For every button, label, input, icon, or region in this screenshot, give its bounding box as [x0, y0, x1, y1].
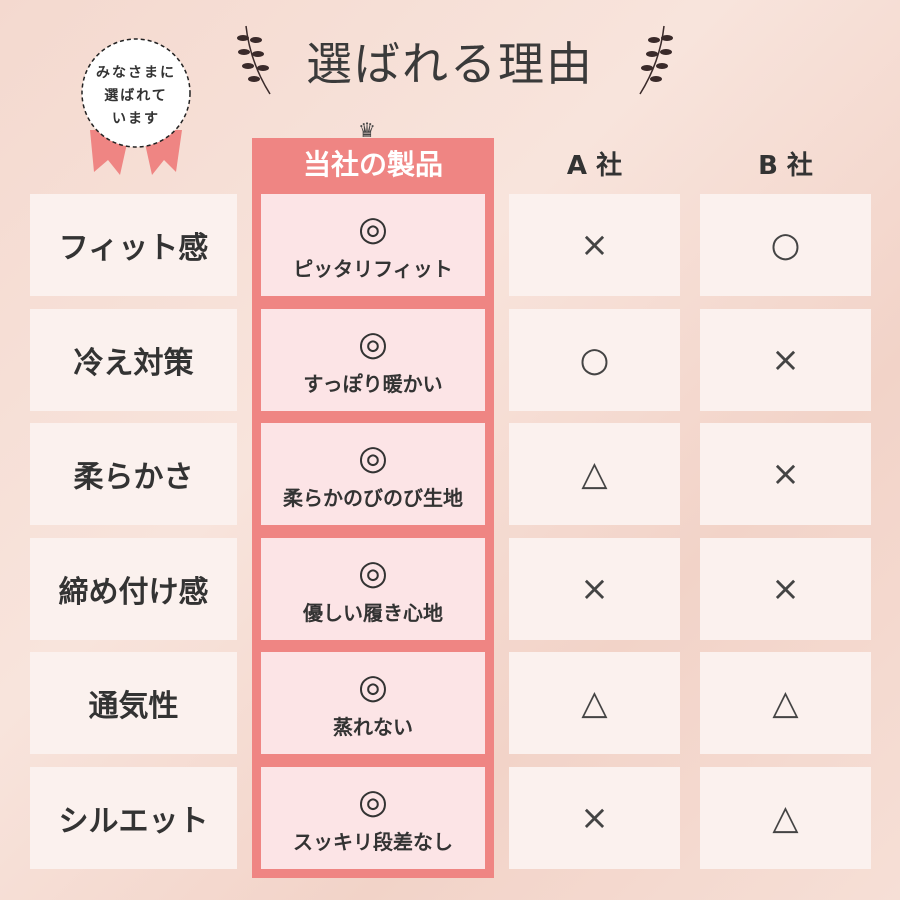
our-product-desc: 優しい履き心地 [303, 600, 443, 625]
our-product-desc: 柔らかのびのび生地 [283, 485, 463, 510]
badge-line: みなさまに [96, 65, 176, 81]
row-label: 締め付け感 [30, 538, 237, 640]
company-a-cell: × [509, 767, 680, 869]
our-product-cell: ◎ 柔らかのびのび生地 [261, 423, 485, 525]
our-product-desc: すっぽり暖かい [303, 371, 443, 396]
company-a-cell: ○ [509, 309, 680, 411]
our-product-desc: ピッタリフィット [293, 256, 453, 281]
rating-mark: △ [581, 454, 608, 494]
badge-line: います [112, 111, 160, 127]
company-b-cell: ○ [700, 194, 871, 296]
badge-line: 選ばれて [104, 88, 168, 104]
rating-mark: △ [772, 798, 799, 838]
double-circle-icon: ◎ [358, 323, 388, 364]
our-product-desc: 蒸れない [333, 714, 413, 739]
company-b-cell: × [700, 538, 871, 640]
column-header-ours: 当社の製品 [302, 148, 443, 181]
rating-mark: △ [581, 683, 608, 723]
company-a-cell: △ [509, 652, 680, 754]
company-a-cell: × [509, 538, 680, 640]
page-title: 選ばれる理由 [306, 37, 594, 91]
rating-mark: × [771, 569, 800, 609]
double-circle-icon: ◎ [358, 666, 388, 707]
company-b-cell: × [700, 423, 871, 525]
row-label: 柔らかさ [30, 423, 237, 525]
rating-mark: × [580, 225, 609, 265]
double-circle-icon: ◎ [358, 437, 388, 478]
row-label: 通気性 [30, 652, 237, 754]
row-label-text: シルエット [58, 804, 209, 839]
our-product-cell: ◎ ピッタリフィット [261, 194, 485, 296]
crown-icon: ♛ [358, 118, 376, 142]
company-b-cell: △ [700, 767, 871, 869]
our-product-cell: ◎ 優しい履き心地 [261, 538, 485, 640]
rating-mark: ○ [770, 225, 801, 265]
award-badge-text: みなさまに 選ばれて います [78, 62, 194, 131]
our-product-cell: ◎ すっぽり暖かい [261, 309, 485, 411]
our-product-desc: スッキリ段差なし [293, 829, 453, 854]
rating-mark: △ [772, 683, 799, 723]
our-product-cell: ◎ スッキリ段差なし [261, 767, 485, 869]
award-badge-icon [81, 38, 191, 148]
row-label: 冷え対策 [30, 309, 237, 411]
row-label-text: 通気性 [88, 689, 179, 724]
rating-mark: ○ [579, 340, 610, 380]
leaf-sprig-icon [237, 25, 271, 95]
our-product-cell: ◎ 蒸れない [261, 652, 485, 754]
rating-mark: × [771, 454, 800, 494]
double-circle-icon: ◎ [358, 781, 388, 822]
company-b-cell: × [700, 309, 871, 411]
row-label-text: 柔らかさ [73, 460, 194, 495]
company-b-cell: △ [700, 652, 871, 754]
column-header-a: A 社 [566, 151, 623, 181]
double-circle-icon: ◎ [358, 552, 388, 593]
rating-mark: × [580, 798, 609, 838]
row-label: フィット感 [30, 194, 237, 296]
company-a-cell: × [509, 194, 680, 296]
rating-mark: × [771, 340, 800, 380]
row-label-text: 締め付け感 [58, 575, 209, 610]
leaf-sprig-icon [639, 25, 673, 95]
double-circle-icon: ◎ [358, 208, 388, 249]
row-label-text: 冷え対策 [73, 346, 194, 381]
row-label-text: フィット感 [58, 231, 209, 266]
rating-mark: × [580, 569, 609, 609]
column-header-b: B 社 [758, 151, 813, 181]
company-a-cell: △ [509, 423, 680, 525]
row-label: シルエット [30, 767, 237, 869]
